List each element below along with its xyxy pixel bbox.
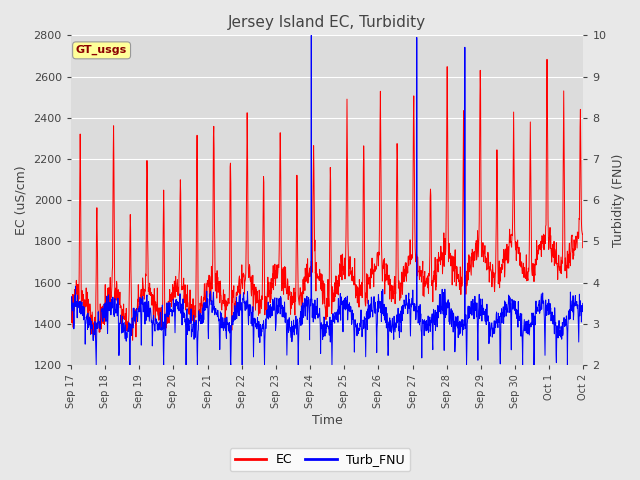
Legend: EC, Turb_FNU: EC, Turb_FNU — [230, 448, 410, 471]
Text: GT_usgs: GT_usgs — [76, 45, 127, 56]
Title: Jersey Island EC, Turbidity: Jersey Island EC, Turbidity — [228, 15, 426, 30]
Y-axis label: Turbidity (FNU): Turbidity (FNU) — [612, 154, 625, 247]
X-axis label: Time: Time — [312, 414, 342, 427]
Y-axis label: EC (uS/cm): EC (uS/cm) — [15, 166, 28, 235]
